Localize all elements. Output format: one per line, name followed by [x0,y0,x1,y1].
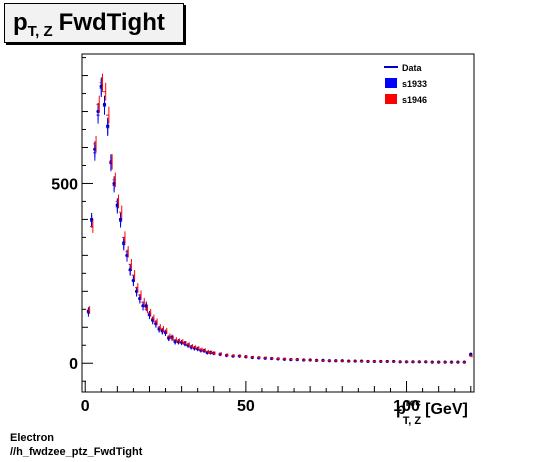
legend: Data s1933 s1946 [384,63,427,105]
series-s1933 [86,79,473,364]
legend-label: Data [402,63,423,73]
x-tick-label: 0 [81,398,90,415]
series-Data [86,77,473,364]
series-s1946 [86,73,473,363]
x-tick-label: 50 [237,398,255,415]
y-tick-label: 500 [51,176,78,193]
title-rest: FwdTight [58,9,165,36]
footer-line-2: //h_fwdzee_ptz_FwdTight [10,446,143,458]
chart-title: pT, Z FwdTight [13,6,165,49]
title-main: p [13,9,28,36]
x-tick-label: 100 [393,398,420,415]
title-subscript: T, Z [27,23,53,40]
title-box: pT, Z FwdTight [4,3,184,43]
legend-swatch [385,78,397,88]
legend-label: s1933 [402,79,427,89]
y-tick-label: 0 [69,356,78,373]
x-axis-label: prec T, Z[GeV] [396,398,468,427]
footer-line-1: Electron [10,432,55,444]
legend-swatch [385,94,397,104]
legend-label: s1946 [402,95,427,105]
